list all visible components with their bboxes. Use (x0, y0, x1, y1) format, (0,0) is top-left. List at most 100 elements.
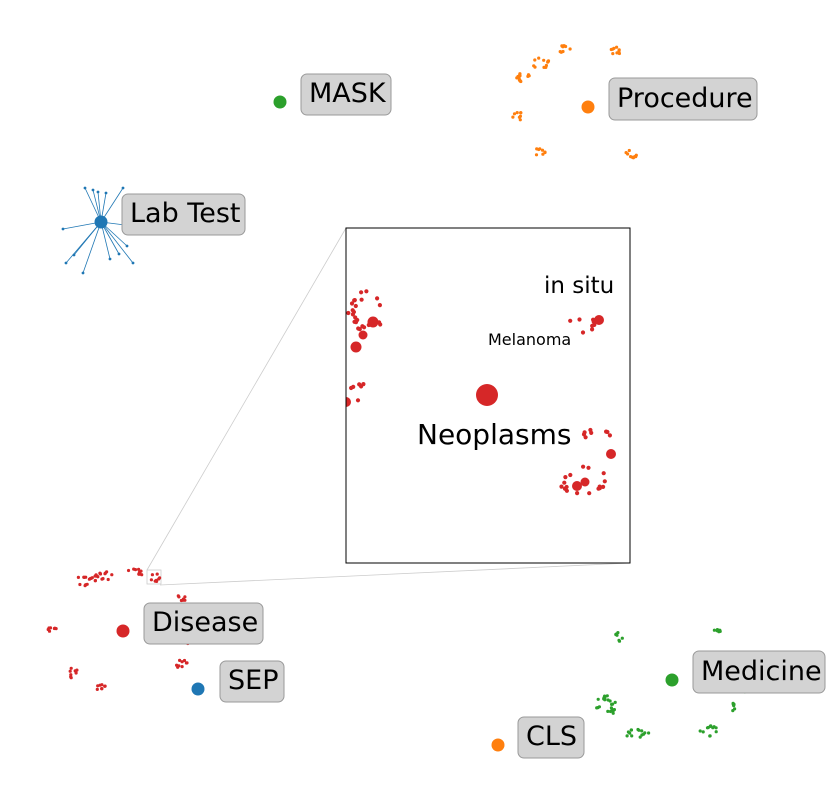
disease-point (103, 572, 107, 576)
zoom-region-box (146, 569, 162, 585)
medicine-point (613, 700, 617, 705)
inset-point (563, 475, 568, 480)
medicine-point (617, 638, 621, 642)
procedure-point (515, 111, 519, 115)
lab-test-point (61, 227, 65, 231)
disease-point (180, 660, 184, 664)
procedure-point (526, 73, 531, 77)
inset-point (601, 484, 606, 489)
disease-point (180, 665, 184, 669)
medicine-point (640, 729, 644, 733)
procedure-point (564, 44, 568, 49)
procedure-point (535, 147, 539, 151)
inset-point (352, 319, 357, 324)
procedure-point (511, 115, 515, 119)
inset-point (372, 319, 377, 324)
lab-test-point (83, 186, 87, 190)
lab-test-point (117, 252, 121, 256)
medicine-point (630, 734, 634, 738)
medicine-point (606, 709, 610, 714)
procedure-point (519, 111, 523, 115)
inset-point (581, 464, 586, 469)
inset-point (559, 484, 564, 489)
inset-node (358, 330, 368, 340)
disease-point (179, 598, 183, 603)
inset-point (607, 433, 612, 438)
disease-point (155, 572, 159, 576)
medicine-point (620, 636, 624, 640)
inset-point (346, 310, 351, 316)
lab-test-edge (100, 221, 134, 264)
procedure-point (534, 153, 539, 157)
medicine-point (596, 697, 600, 701)
inset-point (568, 472, 573, 478)
lab-test-point (108, 257, 112, 261)
inset-point (352, 298, 357, 303)
zoom-connector-line (146, 227, 347, 571)
disease-point (89, 576, 93, 580)
svg-text:SEP: SEP (228, 665, 278, 696)
medicine-point (706, 725, 710, 730)
procedure-point (518, 73, 522, 77)
neoplasms-node (476, 384, 498, 406)
disease-point (178, 658, 182, 663)
disease-point (126, 568, 131, 573)
procedure-point (610, 47, 615, 51)
disease-point (85, 582, 89, 586)
inset-point (362, 325, 367, 330)
procedure-point (617, 49, 621, 53)
lab-test-point (91, 188, 95, 192)
disease-point (76, 575, 80, 580)
inset-point (357, 382, 362, 387)
procedure-point (515, 76, 519, 80)
medicine-point (611, 711, 615, 715)
disease-point (98, 683, 102, 687)
procedure-node (581, 100, 595, 114)
sep-label: SEP (219, 660, 285, 703)
inset-point (586, 465, 591, 470)
medicine-point (614, 632, 619, 636)
inset-point (378, 322, 383, 327)
inset-point (587, 491, 592, 496)
inset-label-melanoma: Melanoma (488, 330, 571, 349)
disease-point (100, 687, 104, 691)
inset-point (602, 479, 607, 484)
inset-node (346, 397, 351, 407)
medicine-point (718, 628, 722, 632)
medicine-point (714, 730, 718, 734)
lab-test-point (96, 190, 100, 194)
medicine-point (709, 724, 713, 728)
disease-node (116, 624, 130, 638)
svg-text:Lab Test: Lab Test (130, 198, 240, 229)
lab-test-edge (73, 221, 102, 256)
mask-node (273, 95, 287, 109)
inset-point (366, 322, 371, 328)
sep-node (191, 682, 205, 696)
medicine-point (712, 725, 716, 729)
inset-point (355, 398, 361, 403)
lab-test-point (64, 261, 68, 265)
inset-node (594, 315, 604, 325)
medicine-point (708, 734, 712, 738)
disease-point (68, 669, 72, 673)
procedure-point (546, 60, 550, 64)
lab-test-point (104, 191, 108, 195)
disease-point (47, 629, 52, 633)
inset-point (583, 435, 588, 440)
disease-point (182, 658, 187, 663)
disease-point (52, 626, 57, 631)
procedure-point (542, 58, 546, 62)
disease-point (78, 582, 82, 587)
lab-test-point (131, 261, 135, 265)
procedure-point (517, 115, 522, 119)
procedure-point (542, 65, 546, 69)
inset-point (359, 290, 364, 295)
medicine-node (665, 673, 679, 687)
disease-point (103, 684, 107, 688)
procedure-point (537, 56, 541, 60)
inset-label-in-situ: in situ (544, 273, 614, 299)
medicine-point (595, 706, 599, 710)
disease-point (176, 594, 180, 598)
